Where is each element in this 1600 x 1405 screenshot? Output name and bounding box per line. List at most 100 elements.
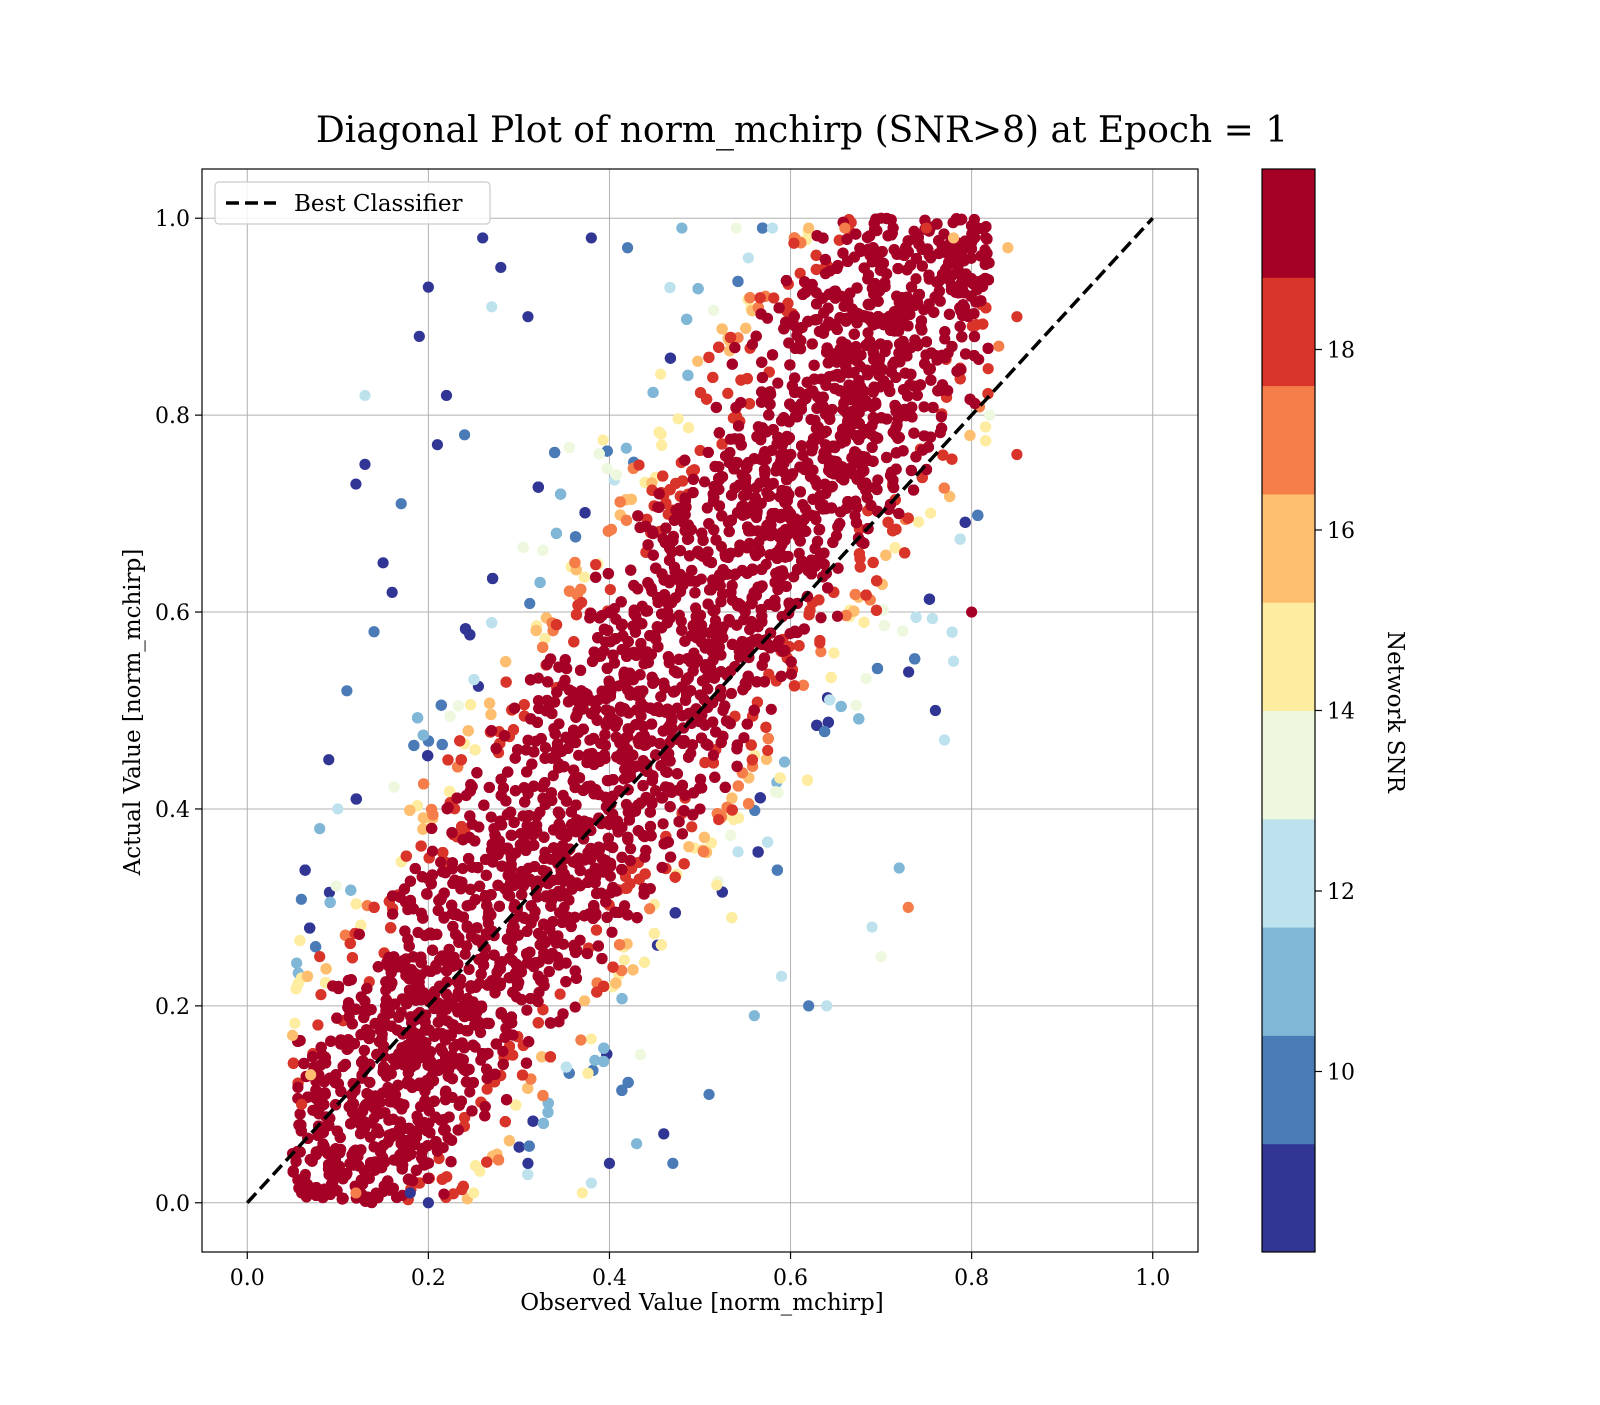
scatter-point [955,534,966,545]
scatter-point [925,431,936,442]
scatter-point [722,388,733,399]
scatter-point [616,864,627,875]
scatter-point [655,369,666,380]
scatter-point [762,836,773,847]
scatter-point [465,699,476,710]
scatter-point [640,845,651,856]
scatter-point [664,657,675,668]
scatter-point [635,522,646,533]
scatter-point [755,792,766,803]
scatter-point [345,938,356,949]
scatter-point [369,902,380,913]
scatter-point [518,542,529,553]
scatter-point [603,568,614,579]
scatter-point [481,1156,492,1167]
scatter-point [915,379,926,390]
scatter-point [470,744,481,755]
scatter-point [888,482,899,493]
scatter-point [296,894,307,905]
scatter-point [499,730,510,741]
scatter-point [645,821,656,832]
scatter-point [649,928,660,939]
scatter-point [416,840,427,851]
scatter-point [485,709,496,720]
scatter-point [501,1094,512,1105]
scatter-point [438,1188,449,1199]
scatter-point [725,332,736,343]
scatter-point [325,1036,336,1047]
scatter-point [614,939,625,950]
scatter-point [866,442,877,453]
scatter-point [693,283,704,294]
scatter-point [625,565,636,576]
scatter-point [412,712,423,723]
scatter-point [701,394,712,405]
scatter-point [418,730,429,741]
scatter-point [480,1101,491,1112]
scatter-point [620,883,631,894]
scatter-point [731,761,742,772]
scatter-point [708,305,719,316]
scatter-point [711,879,722,890]
scatter-point [879,620,890,631]
scatter-point [773,302,784,313]
scatter-point [545,1051,556,1062]
scatter-point [292,1082,303,1093]
scatter-point [426,804,437,815]
scatter-point [913,516,924,527]
scatter-point [793,640,804,651]
scatter-point [312,1019,323,1030]
scatter-point [656,440,667,451]
scatter-point [688,474,699,485]
scatter-point [788,571,799,582]
scatter-point [461,790,472,801]
scatter-point [495,774,506,785]
scatter-point [923,270,934,281]
scatter-point [729,342,740,353]
scatter-point [695,774,706,785]
scatter-point [607,962,618,973]
scatter-point [397,1163,408,1174]
scatter-point [387,908,398,919]
scatter-point [909,653,920,664]
scatter-point [569,557,580,568]
scatter-point [678,805,689,816]
scatter-point [579,995,590,1006]
chart-title: Diagonal Plot of norm_mchirp (SNR>8) at … [316,110,1288,151]
scatter-point [743,252,754,263]
scatter-point [897,625,908,636]
scatter-point [294,935,305,946]
scatter-point [880,550,891,561]
scatter-point [654,488,665,499]
scatter-point [388,781,399,792]
scatter-point [721,715,732,726]
scatter-point [822,582,833,593]
scatter-point [699,832,710,843]
scatter-point [814,524,825,535]
scatter-point [315,989,326,1000]
scatter-point [331,1013,342,1024]
scatter-point [331,880,342,891]
scatter-point [889,542,900,553]
scatter-point [453,1124,464,1135]
scatter-point [975,295,986,306]
scatter-point [310,941,321,952]
scatter-point [594,448,605,459]
scatter-point [658,818,669,829]
scatter-point [854,553,865,564]
scatter-point [763,733,774,744]
scatter-point [424,1127,435,1138]
scatter-point [304,922,315,933]
scatter-point [582,1068,593,1079]
scatter-point [743,671,754,682]
scatter-point [726,688,737,699]
scatter-point [679,636,690,647]
scatter-point [597,434,608,445]
scatter-point [908,226,919,237]
scatter-point [699,476,710,487]
scatter-point [725,830,736,841]
scatter-point [670,872,681,883]
scatter-point [980,435,991,446]
scatter-point [868,557,879,568]
scatter-point [707,372,718,383]
